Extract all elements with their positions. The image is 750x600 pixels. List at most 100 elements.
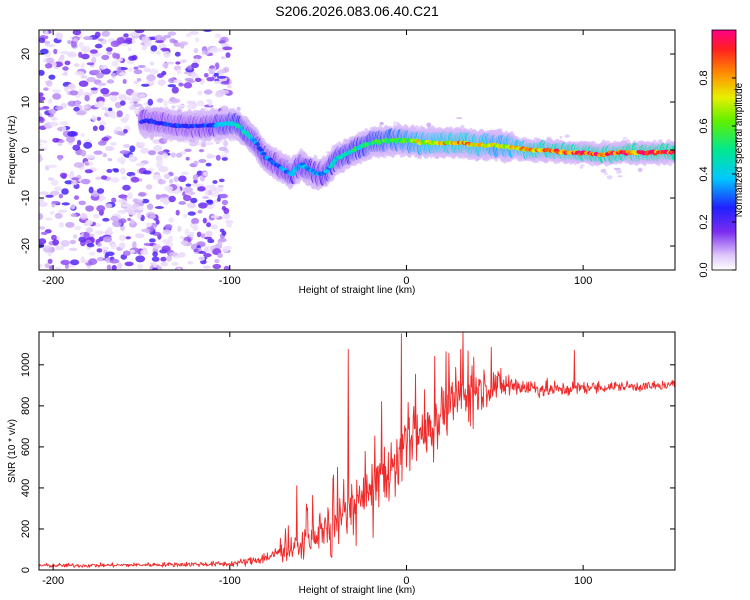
colorbar-tick-label: 0.2 [698,214,710,229]
noise-blob [54,186,62,192]
noise-blob [156,98,164,103]
noise-blob [40,231,48,235]
noise-blob [118,94,127,101]
noise-blob [97,86,102,91]
noise-blob [91,69,101,74]
noise-blob [110,215,120,222]
noise-blob [226,222,233,228]
noise-blob [123,33,129,38]
noise-blob [60,259,70,265]
noise-blob [102,153,108,158]
snr-x-tick-label: -200 [42,575,64,587]
noise-blob [167,84,177,88]
noise-blob [217,252,223,259]
noise-blob [133,80,139,84]
noise-blob [122,79,127,84]
noise-blob [110,243,117,249]
noise-blob [120,167,126,175]
noise-blob [61,188,69,195]
noise-blob [101,107,109,111]
noise-blob [101,175,108,180]
noise-blob [58,193,64,199]
noise-blob [183,186,193,193]
noise-blob [178,82,184,87]
noise-blob [163,50,171,58]
spectrogram-y-ticks: -20 -10 0 10 20 [20,48,675,254]
noise-blob [167,31,177,36]
noise-blob [185,183,192,187]
noise-blob [163,34,172,39]
noise-blob [171,105,176,109]
noise-blob [119,100,126,106]
noise-blob [152,262,158,268]
noise-blob [82,92,92,97]
noise-blob [155,219,160,225]
snr-y-axis-label: SNR (10 * v/v) [7,419,18,483]
noise-blob [203,73,209,78]
noise-blob [44,63,53,69]
noise-blob [206,98,212,103]
noise-blob [202,217,207,224]
noise-blob [163,100,168,107]
noise-blob [218,68,226,75]
noise-blob [50,210,55,215]
noise-blob [49,121,59,127]
noise-blob [198,202,208,209]
noise-blob [200,233,206,239]
noise-blob [95,176,102,180]
noise-blob [67,40,72,45]
noise-blob [194,37,200,43]
noise-blob [161,245,171,252]
noise-blob [222,246,230,253]
snr-y-tick-label: 400 [20,479,32,497]
colorbar-tick-label: 0.6 [698,118,710,133]
spectrogram-y-tick-label: -20 [20,238,32,254]
noise-blob [49,190,60,196]
noise-blob [143,67,151,73]
noise-blob [68,247,78,251]
noise-blob [130,176,140,183]
noise-blob [67,83,74,89]
noise-blob [106,51,112,55]
noise-blob [121,203,129,208]
snr-frame [38,331,676,571]
noise-blob [91,115,98,122]
noise-blob [73,63,80,67]
noise-blob [39,37,46,44]
noise-blob [136,78,142,82]
noise-blob [176,267,182,270]
noise-blob [178,175,187,183]
noise-blob [176,152,183,158]
noise-blob [133,103,143,107]
noise-blob [164,224,173,230]
noise-blob [45,80,53,87]
noise-blob [84,95,90,102]
noise-blob [92,125,98,131]
snr-x-ticks: -200 -100 0 100 [42,332,592,587]
noise-blob [216,197,221,202]
noise-blob [84,162,90,166]
noise-blob [108,107,113,112]
noise-blob [187,211,196,216]
noise-blob [157,179,166,185]
noise-blob [48,98,53,104]
noise-blob [88,186,94,194]
noise-blob [197,90,203,96]
noise-blob [210,215,220,219]
colorbar-tick-label: 0.8 [698,70,710,85]
noise-blob [97,100,105,107]
noise-blob [118,209,125,214]
noise-blob [214,33,222,39]
noise-blob [96,72,104,79]
noise-blob [62,72,68,76]
noise-blob [168,217,175,223]
noise-blob [201,50,210,56]
noise-blob [141,36,150,44]
noise-blob [119,242,126,249]
snr-y-tick-label: 800 [20,397,32,415]
noise-blob [51,200,60,205]
snr-y-tick-label: 1000 [20,353,32,377]
noise-blob [206,199,214,205]
noise-blob [97,140,107,146]
noise-blob [193,48,199,54]
